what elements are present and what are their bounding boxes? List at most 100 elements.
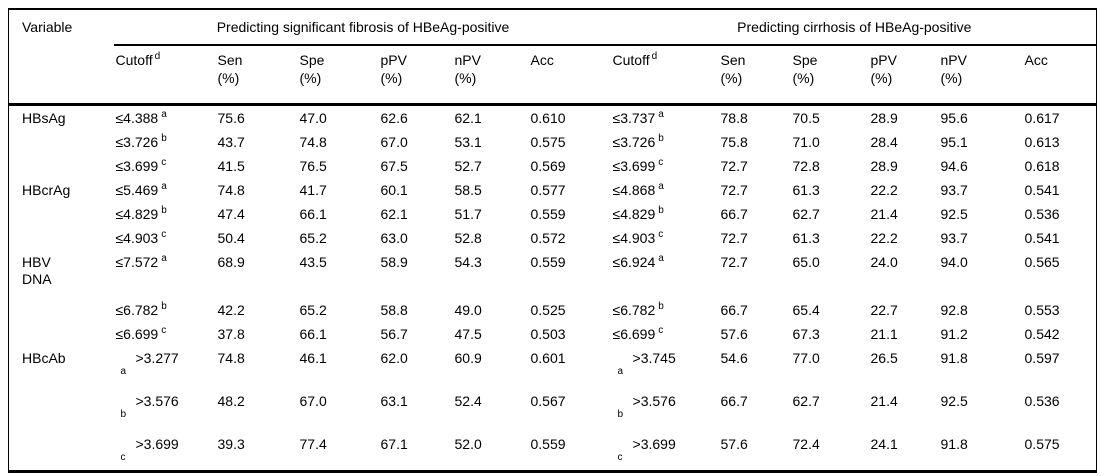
acc-cell: 0.617 xyxy=(1024,110,1060,126)
acc-cell: 0.542 xyxy=(1024,326,1060,342)
sen-cell: 54.6 xyxy=(720,350,748,366)
table-row: >3.576 b 48.2 67.0 63.1 52.4 0.567 >3.576 b 66.7 6… xyxy=(9,389,1097,432)
npv-cell: 91.8 xyxy=(940,350,968,366)
sen-cell: 41.5 xyxy=(217,158,245,174)
variable-cell xyxy=(9,432,114,471)
cutoff-cell: ≤6.699 c xyxy=(115,325,167,342)
acc-cell: 0.569 xyxy=(530,158,566,174)
column-header-npv: nPV (%) xyxy=(938,45,1023,106)
npv-cell: 54.3 xyxy=(454,254,482,270)
spe-cell: 70.5 xyxy=(792,110,820,126)
cutoff-cell: >3.576 b xyxy=(114,389,216,432)
group-header-row: Variable Predicting significant fibrosis… xyxy=(8,9,1097,106)
cutoff-value: >3.745 xyxy=(632,350,676,366)
spe-cell: 67.0 xyxy=(299,393,327,409)
sen-cell: 57.6 xyxy=(720,326,748,342)
acc-cell: 0.559 xyxy=(530,254,566,270)
sen-cell: 43.7 xyxy=(217,134,245,150)
npv-cell: 52.7 xyxy=(454,158,482,174)
cutoff-cell: >3.576 b xyxy=(611,389,719,432)
variable-cell: HBcrAg xyxy=(22,182,71,198)
acc-cell: 0.553 xyxy=(1024,302,1060,318)
npv-cell: 92.8 xyxy=(940,302,968,318)
ppv-cell: 62.6 xyxy=(380,110,408,126)
spe-cell: 77.4 xyxy=(299,436,327,452)
variable-cell xyxy=(9,130,114,154)
variable-cell: HBV DNA xyxy=(22,254,52,287)
sen-cell: 72.7 xyxy=(720,230,748,246)
npv-cell: 92.5 xyxy=(940,206,968,222)
cutoff-cell: ≤4.829 b xyxy=(115,205,167,222)
npv-cell: 92.5 xyxy=(940,393,968,409)
column-header-cutoff: Cutoff d xyxy=(610,45,719,106)
acc-cell: 0.575 xyxy=(530,134,566,150)
table-row: HBcrAg ≤5.469 a 74.8 41.7 60.1 58.5 0.577 ≤4.868… xyxy=(9,178,1097,202)
ppv-cell: 22.7 xyxy=(870,302,898,318)
column-header-cutoff: Cutoff d xyxy=(113,45,216,106)
cutoff-cell: ≤3.737 a xyxy=(612,109,664,126)
spe-cell: 71.0 xyxy=(792,134,820,150)
table-row: ≤3.726 b 43.7 74.8 67.0 53.1 0.575 ≤3.726 b 75.8 7… xyxy=(9,130,1097,154)
column-header-npv: nPV (%) xyxy=(452,45,529,106)
npv-cell: 52.8 xyxy=(454,230,482,246)
cutoff-cell: ≤3.699 c xyxy=(115,157,167,174)
ppv-cell: 67.1 xyxy=(380,436,408,452)
sen-cell: 68.9 xyxy=(217,254,245,270)
sen-cell: 66.7 xyxy=(720,206,748,222)
column-header-spe: Spe (%) xyxy=(297,45,379,106)
npv-cell: 52.4 xyxy=(454,393,482,409)
variable-cell xyxy=(9,202,114,226)
ppv-cell: 62.1 xyxy=(380,206,408,222)
ppv-cell: 58.8 xyxy=(380,302,408,318)
cutoff-value: >3.699 xyxy=(135,436,179,452)
ppv-cell: 24.1 xyxy=(870,436,898,452)
acc-cell: 0.597 xyxy=(1024,350,1060,366)
cutoff-cell: ≤4.868 a xyxy=(612,181,664,198)
table-row: ≤4.903 c 50.4 65.2 63.0 52.8 0.572 ≤4.903 c 72.7 6… xyxy=(9,226,1097,250)
spe-cell: 72.4 xyxy=(792,436,820,452)
cutoff-cell: ≤3.699 c xyxy=(612,157,664,174)
acc-cell: 0.575 xyxy=(1024,436,1060,452)
spe-cell: 72.8 xyxy=(792,158,820,174)
acc-cell: 0.613 xyxy=(1024,134,1060,150)
variable-cell: HBcAb xyxy=(22,350,66,366)
npv-cell: 94.6 xyxy=(940,158,968,174)
sen-cell: 75.6 xyxy=(217,110,245,126)
cutoff-value: >3.576 xyxy=(135,393,179,409)
npv-cell: 49.0 xyxy=(454,302,482,318)
spe-cell: 74.8 xyxy=(299,134,327,150)
cutoff-cell: ≤6.699 c xyxy=(612,325,664,342)
ppv-cell: 26.5 xyxy=(870,350,898,366)
cutoff-cell: ≤6.924 a xyxy=(612,253,664,270)
table-row: ≤3.699 c 41.5 76.5 67.5 52.7 0.569 ≤3.699 c 72.7 7… xyxy=(9,154,1097,178)
ppv-cell: 56.7 xyxy=(380,326,408,342)
sen-cell: 39.3 xyxy=(217,436,245,452)
variable-column-header: Variable xyxy=(8,9,114,106)
acc-cell: 0.541 xyxy=(1024,182,1060,198)
spe-cell: 65.0 xyxy=(792,254,820,270)
spe-cell: 43.5 xyxy=(299,254,327,270)
table-row: ≤6.782 b 42.2 65.2 58.8 49.0 0.525 ≤6.782 b 66.7 6… xyxy=(9,298,1097,322)
cutoff-footnote-marker: b xyxy=(617,409,624,420)
variable-cell xyxy=(9,322,114,346)
column-header-acc: Acc xyxy=(528,45,611,106)
spe-cell: 41.7 xyxy=(299,182,327,198)
cutoff-cell: >3.699 c xyxy=(611,432,719,471)
npv-cell: 93.7 xyxy=(940,230,968,246)
acc-cell: 0.567 xyxy=(530,393,566,409)
sen-cell: 37.8 xyxy=(217,326,245,342)
variable-cell: HBsAg xyxy=(22,110,66,126)
npv-cell: 91.2 xyxy=(940,326,968,342)
spe-cell: 65.2 xyxy=(299,230,327,246)
npv-cell: 93.7 xyxy=(940,182,968,198)
acc-cell: 0.559 xyxy=(530,206,566,222)
acc-cell: 0.565 xyxy=(1024,254,1060,270)
ppv-cell: 67.5 xyxy=(380,158,408,174)
acc-cell: 0.541 xyxy=(1024,230,1060,246)
table-row: >3.699 c 39.3 77.4 67.1 52.0 0.559 >3.699 c 57.6 7… xyxy=(9,432,1097,471)
npv-cell: 53.1 xyxy=(454,134,482,150)
ppv-cell: 62.0 xyxy=(380,350,408,366)
spe-cell: 66.1 xyxy=(299,206,327,222)
sen-cell: 72.7 xyxy=(720,254,748,270)
spe-cell: 62.7 xyxy=(792,206,820,222)
